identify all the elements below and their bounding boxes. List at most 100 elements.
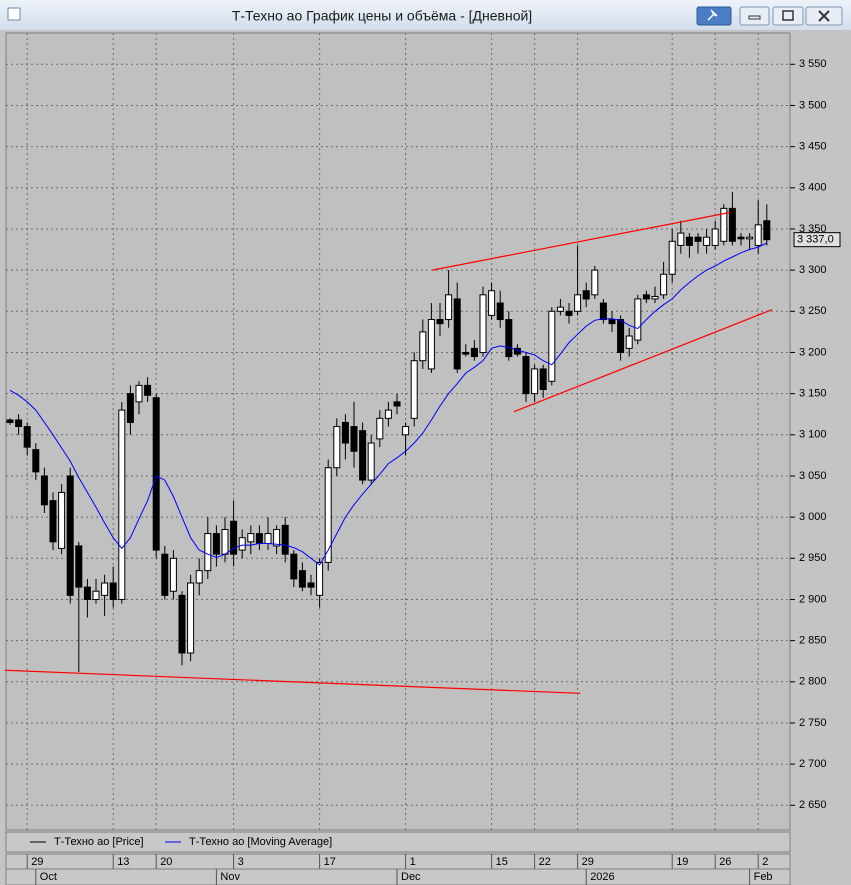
candle-body bbox=[402, 426, 410, 436]
candle-body bbox=[350, 426, 358, 452]
y-tick-label: 2 700 bbox=[799, 758, 827, 770]
month-label: Dec bbox=[401, 871, 421, 883]
candle-body bbox=[238, 537, 246, 551]
candle-body bbox=[746, 236, 754, 240]
candle-body bbox=[763, 220, 771, 241]
month-label: 2026 bbox=[590, 871, 614, 883]
y-tick-label: 3 000 bbox=[799, 511, 827, 523]
y-tick-label: 3 300 bbox=[799, 264, 827, 276]
x-tick-label: 29 bbox=[31, 856, 43, 868]
candle-body bbox=[531, 368, 539, 395]
candle-body bbox=[462, 351, 470, 355]
candle-body bbox=[685, 236, 693, 246]
candle-body bbox=[505, 319, 513, 358]
x-tick-label: 22 bbox=[539, 856, 551, 868]
x-tick-label: 29 bbox=[582, 856, 594, 868]
y-tick-label: 3 400 bbox=[799, 182, 827, 194]
candle-body bbox=[574, 294, 582, 312]
y-tick-label: 2 750 bbox=[799, 717, 827, 729]
candle-body bbox=[642, 294, 650, 300]
candle-body bbox=[720, 207, 728, 242]
plot-area bbox=[5, 32, 791, 831]
candle-body bbox=[617, 319, 625, 353]
trend-line bbox=[432, 211, 730, 271]
candle-body bbox=[445, 294, 453, 321]
candle-body bbox=[221, 528, 229, 555]
y-tick-label: 3 550 bbox=[799, 58, 827, 70]
candle-body bbox=[703, 236, 711, 246]
candle-body bbox=[376, 417, 384, 440]
candle-body bbox=[522, 356, 530, 395]
legend-label: Т-Техно ао [Price] bbox=[54, 836, 144, 848]
candle-body bbox=[212, 533, 220, 555]
candle-body bbox=[359, 430, 367, 481]
candle-body bbox=[255, 533, 263, 544]
pin-button[interactable] bbox=[696, 6, 732, 26]
candle-body bbox=[634, 298, 642, 341]
x-tick-label: 1 bbox=[410, 856, 416, 868]
candle-body bbox=[83, 586, 91, 600]
candle-body bbox=[75, 545, 83, 588]
y-tick-label: 3 450 bbox=[799, 141, 827, 153]
y-tick-label: 3 150 bbox=[799, 388, 827, 400]
restore-button[interactable] bbox=[772, 6, 804, 26]
candle-body bbox=[367, 442, 375, 481]
x-tick-label: 19 bbox=[676, 856, 688, 868]
candle-body bbox=[496, 302, 504, 321]
last-price-box bbox=[793, 232, 841, 248]
candle-body bbox=[152, 397, 160, 551]
candle-body bbox=[169, 557, 177, 592]
candle-body bbox=[281, 524, 289, 555]
candle-body bbox=[599, 302, 607, 321]
x-tick-label: 20 bbox=[160, 856, 172, 868]
window-title: Т-Техно ао График цены и объёма - [Дневн… bbox=[232, 8, 532, 24]
candle-body bbox=[135, 384, 143, 403]
candle-body bbox=[32, 449, 40, 473]
candle-body bbox=[694, 236, 702, 242]
restore-icon bbox=[782, 10, 794, 21]
candle-body bbox=[204, 533, 212, 572]
candle-body bbox=[341, 421, 349, 444]
candle-body bbox=[737, 236, 745, 240]
y-tick-label: 2 650 bbox=[799, 799, 827, 811]
candle-body bbox=[470, 347, 478, 358]
y-tick-label: 2 800 bbox=[799, 676, 827, 688]
candle-body bbox=[66, 475, 74, 596]
month-label: Oct bbox=[40, 871, 57, 883]
candle-body bbox=[40, 475, 48, 506]
trend-line bbox=[4, 669, 581, 694]
candle-body bbox=[436, 319, 444, 325]
candle-body bbox=[393, 401, 401, 407]
x-tick-label: 17 bbox=[324, 856, 336, 868]
candle-body bbox=[660, 273, 668, 296]
candle-body bbox=[126, 393, 134, 423]
candle-body bbox=[118, 409, 126, 600]
x-tick-label: 26 bbox=[719, 856, 731, 868]
candle-body bbox=[23, 426, 31, 448]
candle-body bbox=[488, 290, 496, 316]
candle-body bbox=[651, 295, 659, 300]
candle-body bbox=[144, 384, 152, 396]
candle-body bbox=[754, 224, 762, 246]
candle-body bbox=[333, 426, 341, 469]
candle-body bbox=[187, 582, 195, 654]
y-tick-label: 3 050 bbox=[799, 470, 827, 482]
trend-line bbox=[513, 309, 773, 413]
candle-body bbox=[92, 590, 100, 600]
candle-body bbox=[247, 533, 255, 543]
candle-body bbox=[625, 335, 633, 349]
candle-body bbox=[324, 467, 332, 563]
month-label: Feb bbox=[754, 871, 773, 883]
candle-body bbox=[58, 491, 66, 549]
x-tick-label: 3 bbox=[238, 856, 244, 868]
candle-body bbox=[195, 570, 203, 584]
last-price-label: 3 337,0 bbox=[797, 234, 834, 246]
y-tick-label: 2 950 bbox=[799, 552, 827, 564]
candle-body bbox=[101, 582, 109, 596]
y-tick-label: 3 250 bbox=[799, 305, 827, 317]
candle-body bbox=[728, 207, 736, 242]
candle-body bbox=[565, 310, 573, 316]
candle-body bbox=[479, 294, 487, 353]
candle-body bbox=[49, 500, 57, 543]
